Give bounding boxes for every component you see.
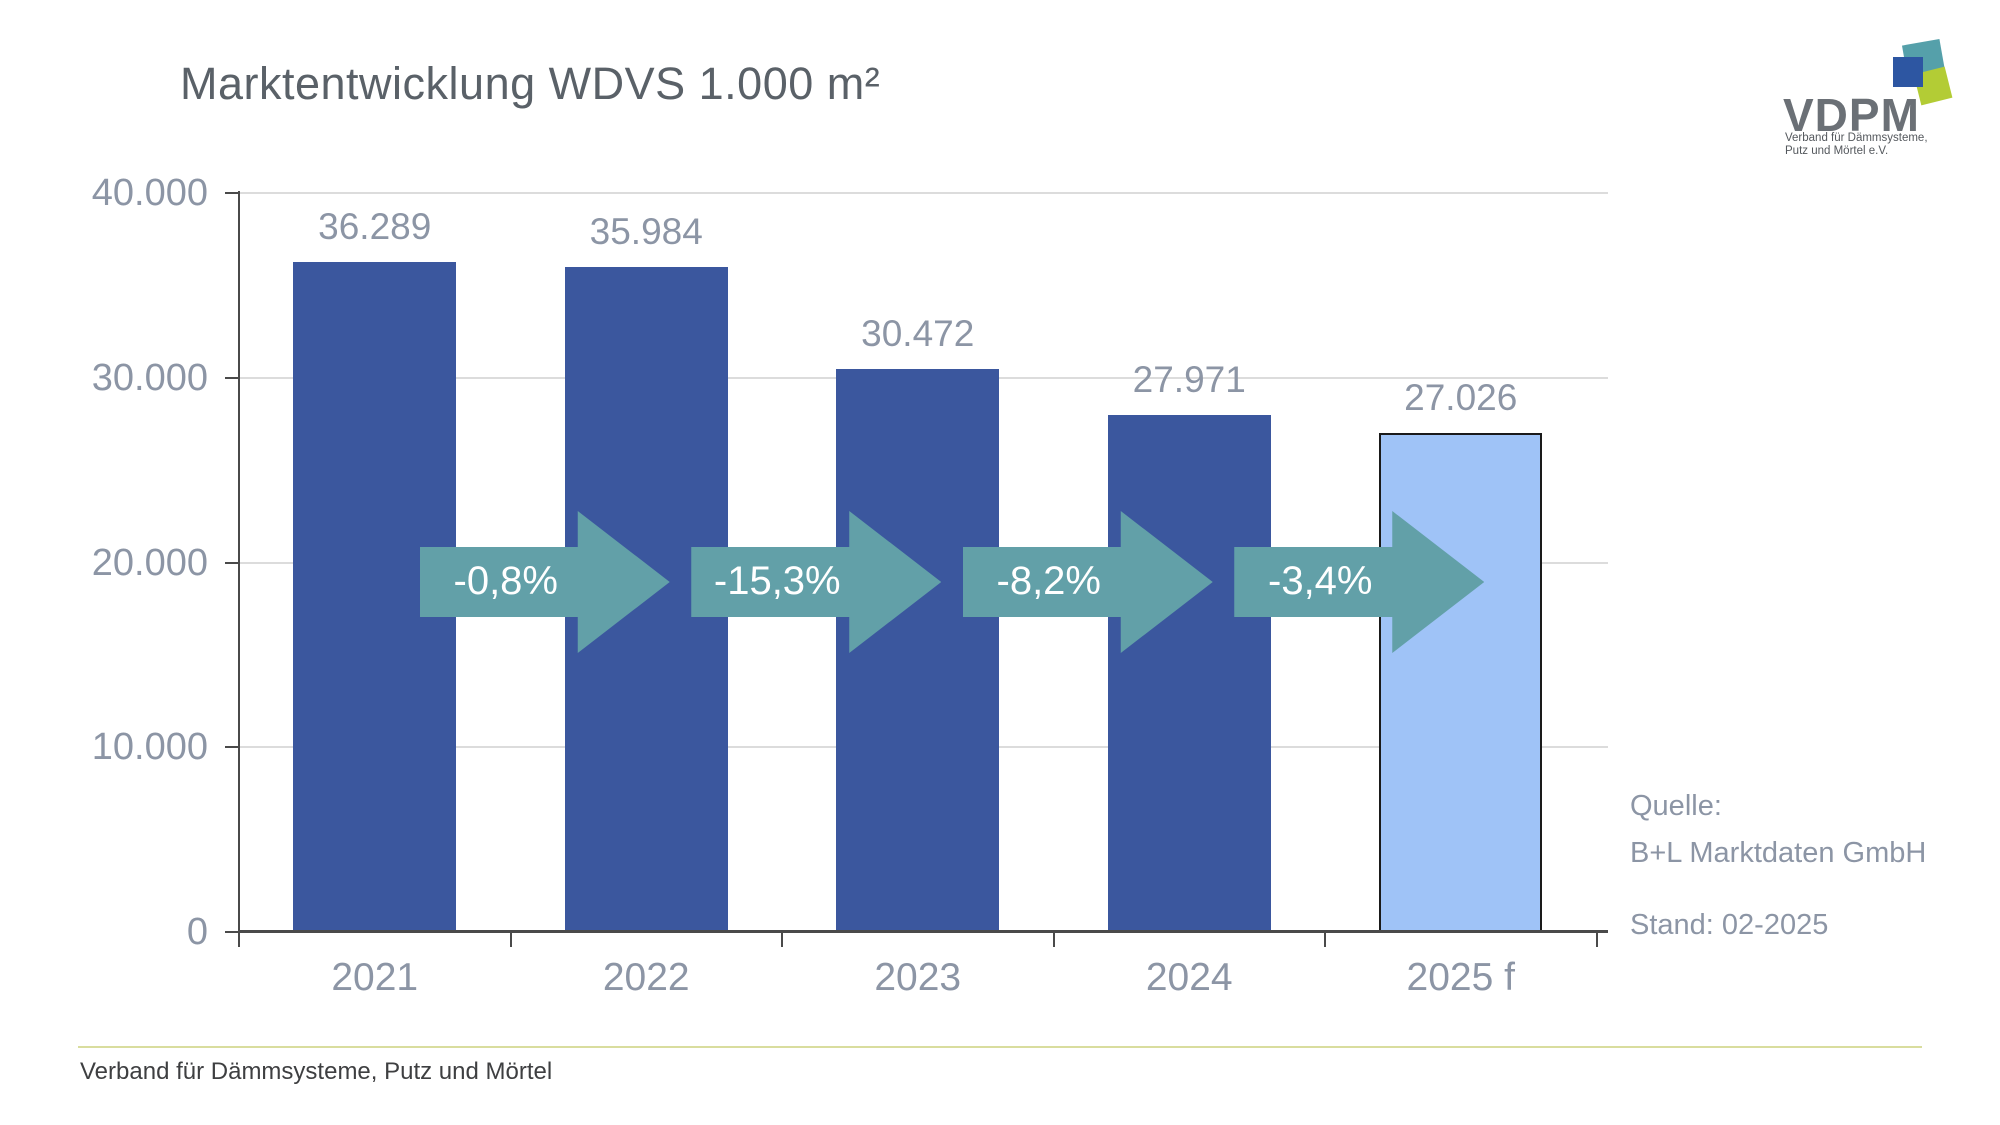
- source-note: Quelle: B+L Marktdaten GmbH Stand: 02-20…: [1630, 783, 1926, 949]
- x-axis-tick: [509, 932, 512, 947]
- source-label: Quelle:: [1630, 790, 1722, 822]
- x-axis-tick: [238, 932, 240, 947]
- x-axis-tick: [1052, 932, 1055, 947]
- y-axis-tick: [225, 931, 239, 933]
- x-axis-tick: [781, 932, 783, 947]
- change-arrow-label: -8,2%: [996, 558, 1102, 603]
- bar-value-label: 27.971: [1132, 359, 1246, 401]
- bar-value-label: 30.472: [861, 313, 975, 355]
- logo-tagline-line1: Verband für Dämmsysteme,: [1785, 132, 1928, 144]
- x-axis-tick: [1324, 932, 1326, 947]
- bar-value-label: 35.984: [589, 211, 703, 253]
- change-arrow-label: -15,3%: [713, 558, 841, 603]
- x-axis-line: [239, 930, 1608, 933]
- source-date: Stand: 02-2025: [1630, 909, 1829, 941]
- change-arrow-label: -0,8%: [453, 558, 559, 603]
- bar-value-label: 36.289: [318, 205, 432, 247]
- vdpm-logo: VDPM Verband für Dämmsysteme, Putz und M…: [1783, 38, 1995, 168]
- y-axis-tick-label: 30.000: [91, 356, 208, 399]
- chart-title: Marktentwicklung WDVS 1.000 m²: [180, 58, 881, 109]
- x-axis-category-label: 2024: [1145, 956, 1233, 999]
- y-axis-tick-label: 10.000: [91, 726, 208, 769]
- logo-tagline-line2: Putz und Mörtel e.V.: [1785, 145, 1889, 157]
- y-axis-tick-label: 20.000: [91, 541, 208, 584]
- x-axis-category-label: 2025 f: [1406, 956, 1515, 999]
- x-axis-category-label: 2023: [874, 956, 962, 999]
- x-axis-category-label: 2022: [602, 956, 690, 999]
- x-axis-tick: [1595, 932, 1598, 947]
- bar-2023: [836, 369, 1000, 932]
- bar-2024: [1107, 415, 1271, 932]
- y-axis-tick: [225, 746, 239, 749]
- y-axis-tick-label: 0: [186, 911, 208, 953]
- x-axis-category-label: 2021: [331, 956, 419, 999]
- gridline: [239, 192, 1608, 194]
- y-axis-tick: [225, 376, 239, 379]
- bar-2025f: [1379, 432, 1543, 932]
- y-axis-tick: [225, 561, 239, 564]
- bar-value-label: 27.026: [1404, 376, 1518, 418]
- change-arrow-label: -3,4%: [1268, 558, 1373, 603]
- footer-text: Verband für Dämmsysteme, Putz und Mörtel: [80, 1058, 553, 1085]
- logo-square-blue-icon: [1893, 57, 1923, 87]
- y-axis-tick: [225, 192, 239, 194]
- source-company: B+L Marktdaten GmbH: [1630, 837, 1927, 869]
- y-axis-line: [238, 191, 240, 947]
- y-axis-tick-label: 40.000: [91, 172, 208, 214]
- logo-wordmark: VDPM: [1783, 89, 1920, 141]
- footer-divider: [78, 1046, 1922, 1048]
